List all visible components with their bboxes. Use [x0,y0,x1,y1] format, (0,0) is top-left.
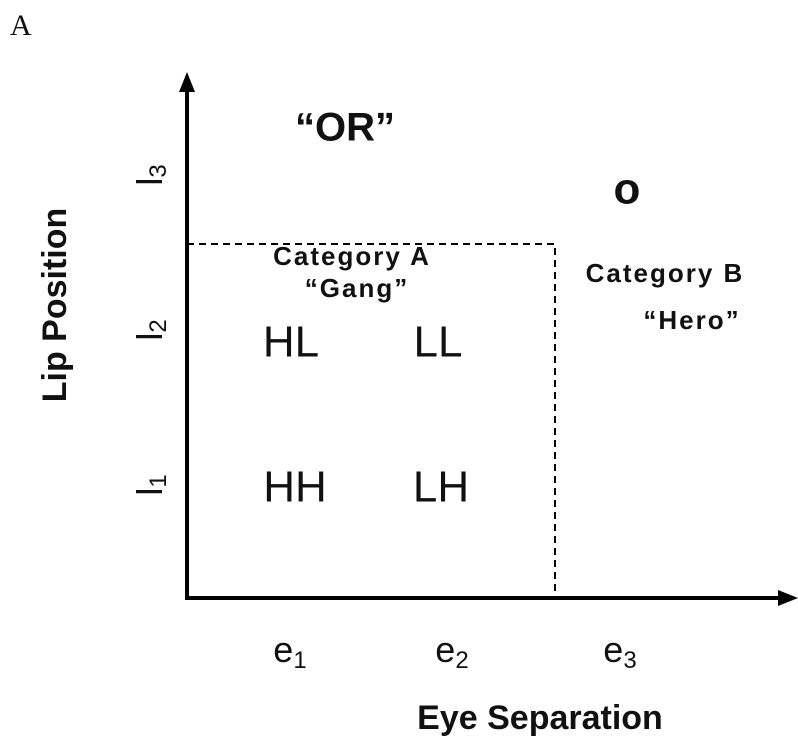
y-tick-label: l1 [129,474,173,495]
tick-base: e [435,629,455,670]
x-axis-label: Eye Separation [417,699,663,737]
cell-label: HH [263,463,327,512]
y-axis-arrow [179,72,195,92]
tick-sub: 2 [145,319,172,332]
marker: o [614,165,641,214]
cell-label: HL [263,318,319,367]
tick-base: l [129,333,170,341]
tick-sub: 1 [145,474,172,487]
y-axis-label: Lip Position [36,208,74,403]
cell-label: LL [414,318,463,367]
tick-sub: 3 [623,647,636,674]
tick-sub: 1 [293,647,306,674]
category-a-name: Category A [273,241,431,271]
y-tick-label: l3 [129,164,173,185]
tick-sub: 2 [455,647,468,674]
x-axis-arrow [778,590,798,606]
x-tick-label: e2 [435,629,468,675]
tick-base: l [129,178,170,186]
cell-label: LH [413,463,469,512]
x-tick-label: e1 [273,629,306,675]
tick-sub: 3 [145,164,172,177]
category-a-nickname: “Gang” [305,273,409,303]
category-b-name: Category B [586,258,745,288]
panel-label: A [10,9,32,42]
tick-base: l [129,488,170,496]
category-boundary [187,243,556,598]
tick-base: e [603,629,623,670]
y-tick-label: l2 [129,319,173,340]
x-tick-label: e3 [603,629,636,675]
or-annotation: “OR” [295,106,395,150]
category-b-nickname: “Hero” [643,305,740,335]
tick-base: e [273,629,293,670]
